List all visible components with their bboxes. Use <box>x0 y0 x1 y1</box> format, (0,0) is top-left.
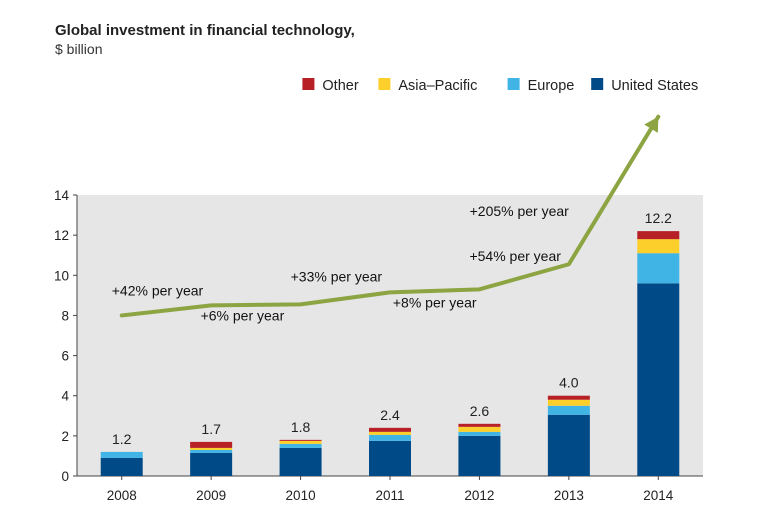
bar-2008-united-states <box>100 457 143 476</box>
chart-title: Global investment in financial technolog… <box>55 22 355 39</box>
chart-subtitle: $ billion <box>55 41 103 57</box>
bar-2011-other <box>369 427 411 432</box>
bar-2009-europe <box>190 449 233 453</box>
annotation-5: +54% per year <box>469 248 561 264</box>
annotation-1: +42% per year <box>112 282 204 298</box>
legend-swatch-other <box>302 78 315 90</box>
x-tick-label-2008: 2008 <box>107 488 137 503</box>
trend-arrowhead <box>644 116 659 133</box>
bar-2013-asia-pacific <box>547 399 590 406</box>
y-tick-label-6: 6 <box>61 349 69 364</box>
bar-2010-asia-pacific <box>279 440 322 444</box>
x-tick-label-2012: 2012 <box>464 488 494 503</box>
y-tick-label-0: 0 <box>61 469 69 484</box>
bar-2009-asia-pacific <box>190 447 233 450</box>
legend-swatch-europe <box>507 78 520 90</box>
y-tick-label-14: 14 <box>54 188 70 203</box>
annotation-6: +205% per year <box>470 203 570 219</box>
legend-label-asia-pacific: Asia–Pacific <box>398 78 477 94</box>
bar-2010-united-states <box>279 447 322 476</box>
bar-2012-other <box>458 423 501 427</box>
y-tick-label-10: 10 <box>54 268 69 283</box>
x-tick-label-2010: 2010 <box>286 488 316 503</box>
y-tick-label-2: 2 <box>61 429 69 444</box>
bar-2011-united-states <box>369 440 411 476</box>
annotation-3: +33% per year <box>291 268 383 284</box>
bar-2010-europe <box>279 443 322 448</box>
bars <box>100 231 680 476</box>
bar-2013-other <box>547 395 590 400</box>
bar-2011-europe <box>369 434 411 441</box>
bar-totals: 1.2 1.7 1.8 2.4 2.6 4.0 12.2 <box>112 210 672 447</box>
bar-2008-europe <box>100 451 143 458</box>
legend-item-united-states: United States <box>591 78 698 94</box>
bar-total-2011: 2.4 <box>380 407 400 423</box>
legend-label-united-states: United States <box>611 78 698 94</box>
y-tick-label-8: 8 <box>61 308 69 323</box>
legend-label-other: Other <box>322 78 358 94</box>
bar-2012-asia-pacific <box>458 426 501 432</box>
x-tick-label-2009: 2009 <box>196 488 226 503</box>
annotations: +42% per year +6% per year +33% per year +8… <box>112 203 569 323</box>
annotation-2: +6% per year <box>201 307 285 323</box>
x-tick-label-2013: 2013 <box>554 488 584 503</box>
y-tick-label-12: 12 <box>54 228 69 243</box>
legend-item-europe: Europe <box>507 78 575 94</box>
bar-2009-other <box>190 441 233 448</box>
legend-item-other: Other <box>302 78 359 94</box>
bar-total-2008: 1.2 <box>112 431 132 447</box>
bar-2014-europe <box>637 253 680 284</box>
bar-2014-other <box>637 231 680 240</box>
bar-2012-europe <box>458 431 501 436</box>
bar-total-2009: 1.7 <box>201 421 221 437</box>
bar-2011-asia-pacific <box>369 431 411 435</box>
bar-2009-united-states <box>190 452 233 476</box>
legend-label-europe: Europe <box>528 78 575 94</box>
bar-2014-asia-pacific <box>637 239 680 254</box>
axes: 0 2 4 6 8 10 12 14 2008 2009 2010 2011 2012 2013 2014 <box>54 188 703 503</box>
annotation-4: +8% per year <box>393 294 477 310</box>
trend-line <box>119 114 661 318</box>
bar-2012-united-states <box>458 435 501 476</box>
bar-total-2010: 1.8 <box>291 419 311 435</box>
y-tick-label-4: 4 <box>61 389 69 404</box>
bar-total-2012: 2.6 <box>470 403 490 419</box>
bar-2010-other <box>279 439 322 441</box>
trend-polyline <box>119 114 661 318</box>
x-tick-label-2014: 2014 <box>643 488 674 503</box>
legend-swatch-asia-pacific <box>378 78 391 90</box>
bar-2013-united-states <box>547 414 590 476</box>
bar-total-2014: 12.2 <box>645 210 672 226</box>
x-tick-label-2011: 2011 <box>375 488 404 503</box>
legend: Other Asia–Pacific Europe United States <box>302 78 698 94</box>
bar-2013-europe <box>547 405 590 415</box>
bar-total-2013: 4.0 <box>559 375 579 391</box>
bar-2014-united-states <box>637 283 680 476</box>
legend-item-asia-pacific: Asia–Pacific <box>378 78 477 94</box>
legend-swatch-united-states <box>591 78 604 90</box>
